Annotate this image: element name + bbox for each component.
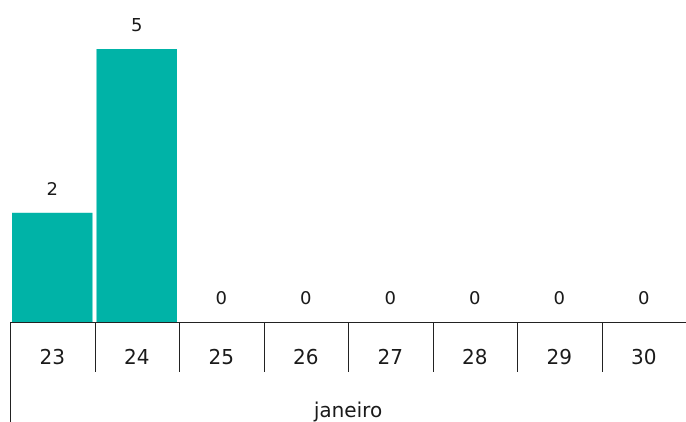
tick-labels-layer: 23 24 25 26 27 28 29 30 (40, 345, 657, 369)
tick-label-26: 26 (293, 345, 318, 369)
value-label-24: 5 (131, 15, 142, 36)
tick-label-28: 28 (462, 345, 487, 369)
tick-label-30: 30 (631, 345, 656, 369)
value-label-25: 0 (216, 288, 227, 309)
value-label-27: 0 (385, 288, 396, 309)
value-labels-layer: 2 5 0 0 0 0 0 0 (47, 15, 650, 309)
tick-label-27: 27 (378, 345, 403, 369)
value-label-23: 2 (47, 179, 58, 200)
bar-23 (12, 212, 93, 322)
tick-label-25: 25 (209, 345, 234, 369)
tick-label-23: 23 (40, 345, 65, 369)
tick-label-24: 24 (124, 345, 149, 369)
value-label-29: 0 (554, 288, 565, 309)
value-label-30: 0 (638, 288, 649, 309)
x-axis (10, 322, 686, 422)
bar-24 (96, 49, 177, 322)
month-group-label: janeiro (313, 398, 382, 422)
tick-label-29: 29 (547, 345, 572, 369)
value-label-26: 0 (300, 288, 311, 309)
bars-layer (12, 49, 177, 322)
value-label-28: 0 (469, 288, 480, 309)
